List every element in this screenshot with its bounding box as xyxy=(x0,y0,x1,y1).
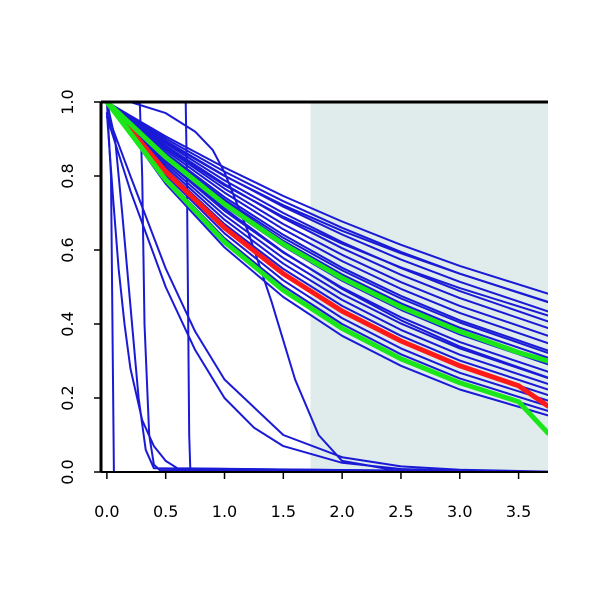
series-line-4 xyxy=(105,112,548,472)
series-line-3 xyxy=(105,102,548,472)
x-tick-label-3: 1.5 xyxy=(271,502,296,521)
series-line-21 xyxy=(105,102,548,385)
series-line-16 xyxy=(105,102,548,352)
series-line-12 xyxy=(105,102,548,323)
series-line-28 xyxy=(105,102,548,303)
y-axis: 0.0 0.2 0.4 0.6 0.8 1.0 xyxy=(58,89,101,485)
series-line-20 xyxy=(105,102,548,379)
x-tick-label-0: 0.0 xyxy=(94,502,119,521)
series-line-9 xyxy=(105,102,548,295)
bound-series-line-33 xyxy=(104,102,548,364)
series-line-7 xyxy=(105,115,548,472)
x-tick-label-4: 2.0 xyxy=(329,502,354,521)
x-tick-label-6: 3.0 xyxy=(447,502,472,521)
series-line-24 xyxy=(105,102,548,402)
x-axis: 0.0 0.5 1.0 1.5 2.0 2.5 3.0 3.5 xyxy=(94,472,531,521)
series-line-14 xyxy=(105,102,548,337)
x-tick-label-5: 2.5 xyxy=(388,502,413,521)
series-line-5 xyxy=(105,102,548,472)
x-tick-label-2: 1.0 xyxy=(212,502,237,521)
series-line-29 xyxy=(105,102,548,317)
series-line-2 xyxy=(105,102,548,472)
series-line-6 xyxy=(105,112,548,472)
y-tick-label-1: 0.2 xyxy=(58,385,77,410)
y-tick-label-0: 0.0 xyxy=(58,459,77,484)
x-tick-label-7: 3.5 xyxy=(506,502,531,521)
series-line-15 xyxy=(105,102,548,345)
bound-series-line-34 xyxy=(104,102,548,436)
y-tick-label-3: 0.6 xyxy=(58,237,77,262)
series-line-13 xyxy=(105,102,548,330)
y-tick-label-2: 0.4 xyxy=(58,311,77,336)
y-tick-label-4: 0.8 xyxy=(58,163,77,188)
y-tick-label-5: 1.0 xyxy=(58,89,77,114)
series-line-27 xyxy=(105,102,548,417)
series-layer xyxy=(104,102,548,472)
x-tick-label-1: 0.5 xyxy=(153,502,178,521)
central-series-line xyxy=(104,102,548,409)
